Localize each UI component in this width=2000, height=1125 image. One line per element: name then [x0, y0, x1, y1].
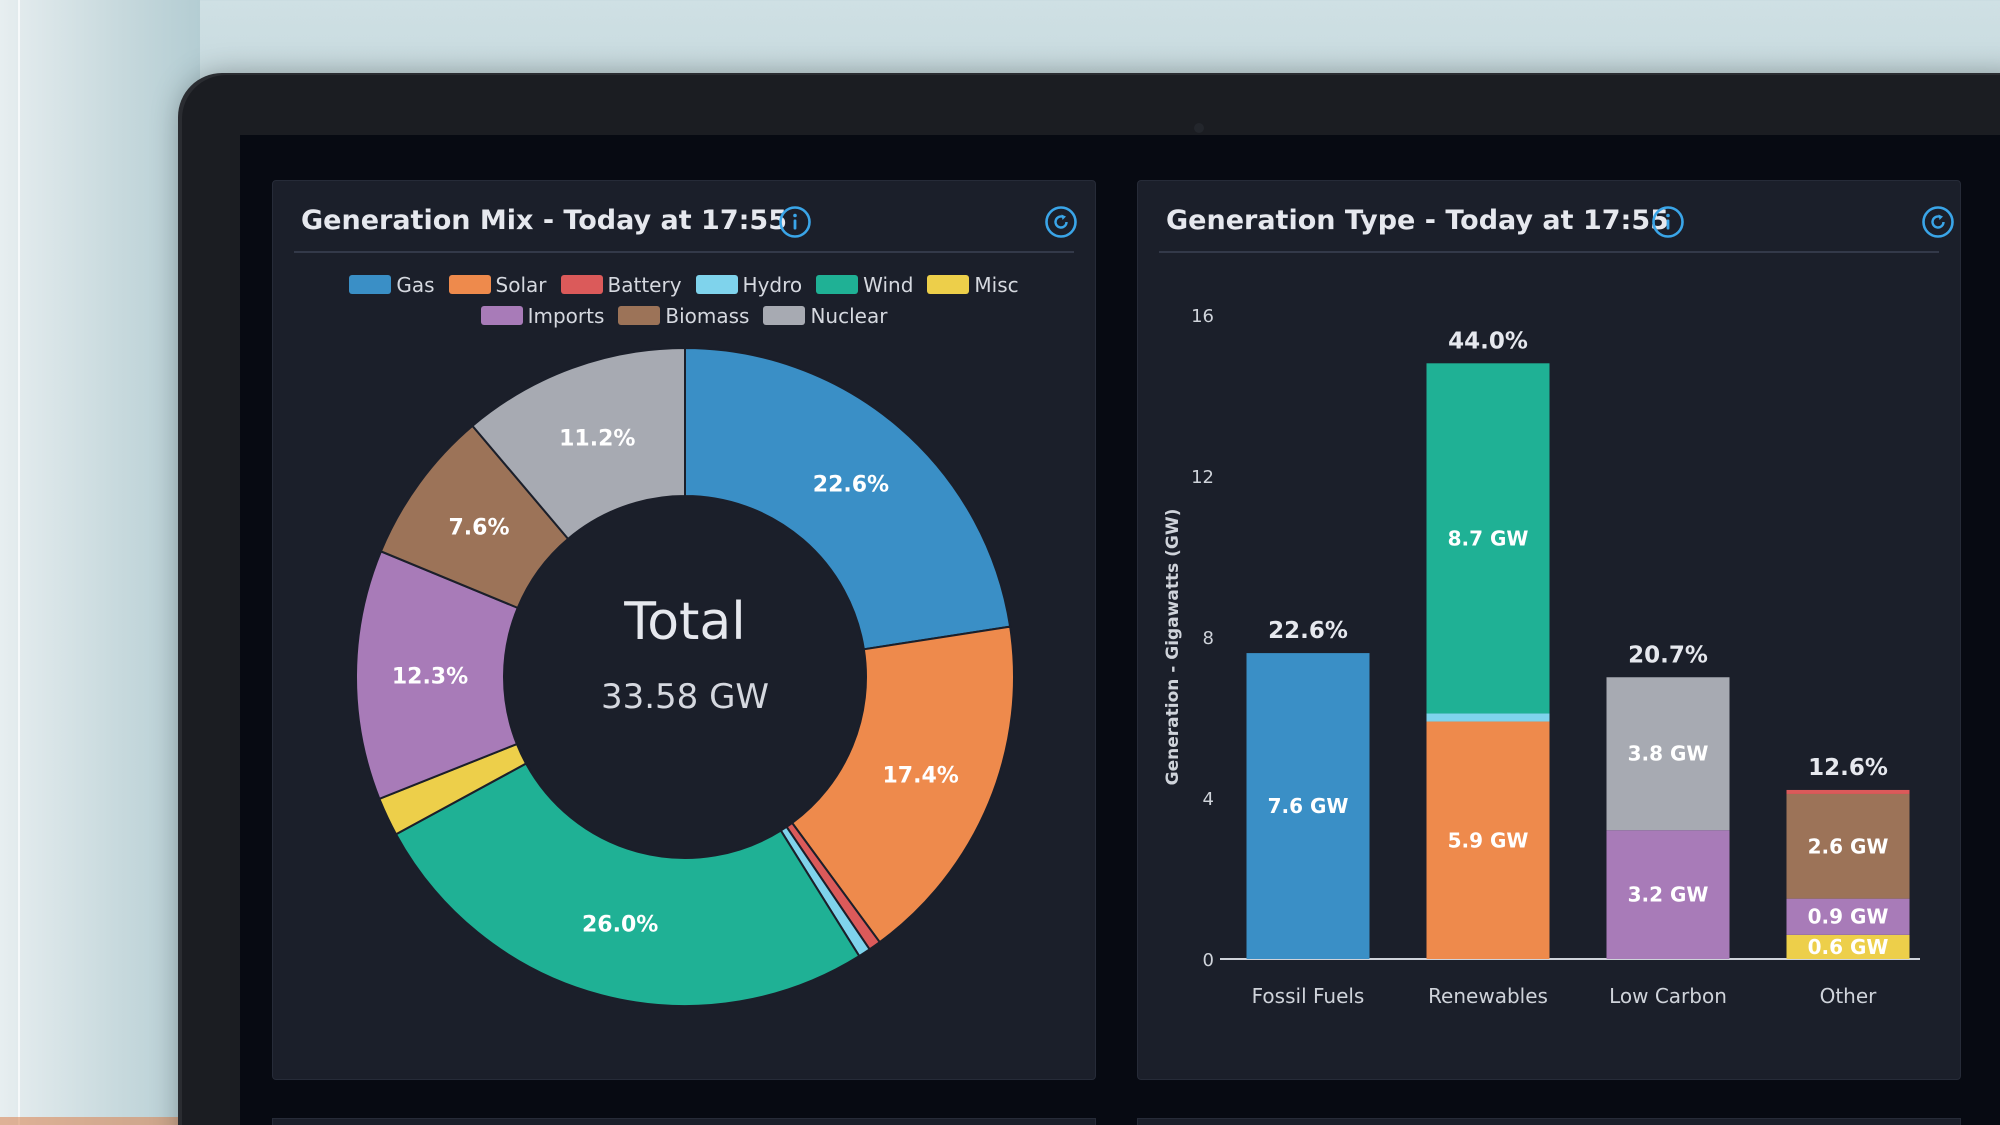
donut-center-label: Total [623, 592, 745, 652]
y-tick-label: 0 [1203, 950, 1214, 971]
x-category-label: Low Carbon [1609, 984, 1727, 1008]
bar-segment-label: 2.6 GW [1808, 834, 1889, 858]
legend-swatch [763, 306, 806, 325]
legend-label: Biomass [665, 303, 750, 328]
donut-slice-label: 26.0% [582, 913, 658, 938]
legend-item-hydro[interactable]: Hydro [695, 272, 803, 297]
legend-item-battery[interactable]: Battery [560, 272, 682, 297]
bar-segment-solar[interactable] [1426, 721, 1550, 959]
info-icon[interactable] [1651, 205, 1685, 239]
donut-slice-label: 7.6% [448, 516, 509, 541]
bar-total-label: 20.7% [1628, 642, 1708, 668]
bar-segment-label: 7.6 GW [1268, 794, 1349, 818]
legend-label: Misc [974, 272, 1019, 297]
bar-segment-label: 3.2 GW [1628, 883, 1709, 907]
legend-swatch [695, 275, 738, 294]
legend-label: Battery [607, 272, 682, 297]
legend-label: Nuclear [810, 303, 888, 328]
y-axis-label: Generation - Gigawatts (GW) [1163, 509, 1183, 786]
bar-total-label: 12.6% [1808, 755, 1888, 781]
bar-segment-biomass[interactable] [1786, 793, 1910, 899]
bar-segment-label: 3.8 GW [1628, 742, 1709, 766]
panel-header: Generation Type - Today at 17:55 [1159, 181, 1954, 253]
next-panel-edge [1137, 1118, 1961, 1125]
legend-swatch [927, 275, 970, 294]
bar-segment-hydro[interactable] [1426, 713, 1550, 722]
bar-total-label: 22.6% [1268, 618, 1348, 644]
refresh-icon[interactable] [1044, 205, 1078, 239]
bar-segment-battery[interactable] [1786, 789, 1910, 794]
bar-segment-imports[interactable] [1606, 830, 1730, 959]
donut-slice-nuclear[interactable] [471, 346, 686, 541]
legend-swatch [448, 275, 491, 294]
y-tick-label: 16 [1191, 306, 1214, 327]
background-line [18, 0, 20, 1125]
panel-title: Generation Mix - Today at 17:55 [301, 205, 787, 236]
legend-item-imports[interactable]: Imports [480, 303, 605, 328]
generation-mix-donut-chart: 22.6% 17.4% 26.0% 12.3% 7.6% 11.2% Total 33.5… [355, 346, 1015, 1007]
legend-swatch [816, 275, 859, 294]
legend-swatch [560, 275, 603, 294]
legend-item-wind[interactable]: Wind [816, 273, 913, 297]
legend-item-biomass[interactable]: Biomass [618, 304, 749, 328]
bar-segment-label: 0.6 GW [1808, 935, 1889, 959]
chart-legend: Gas Solar Battery Hydro Wind Misc Imports Bioma… [273, 269, 1095, 331]
y-tick-label: 8 [1203, 628, 1214, 649]
bar-segment-wind[interactable] [1426, 363, 1550, 714]
next-panel-edge [272, 1118, 1096, 1125]
legend-item-misc[interactable]: Misc [927, 272, 1019, 297]
bar-total-label: 44.0% [1448, 328, 1528, 354]
legend-item-solar[interactable]: Solar [448, 272, 547, 297]
generation-type-bar-chart: 0 4 8 12 16 Generation - Gigawatts (GW) 7.6 G… [1163, 306, 1920, 1008]
bar-segment-imports[interactable] [1786, 898, 1910, 935]
webcam [1194, 123, 1204, 133]
donut-slice-gas[interactable] [684, 346, 1012, 651]
y-tick-label: 12 [1191, 467, 1214, 488]
legend-label: Solar [495, 272, 547, 297]
legend-item-nuclear[interactable]: Nuclear [763, 304, 887, 328]
generation-mix-panel: Generation Mix - Today at 17:55 Gas Solar… [272, 180, 1096, 1080]
y-tick-label: 4 [1203, 789, 1214, 810]
bar-segment-gas[interactable] [1246, 653, 1370, 959]
donut-slice-label: 22.6% [813, 472, 889, 497]
donut-slice-label: 17.4% [883, 763, 959, 788]
bar-segment-nuclear[interactable] [1606, 677, 1730, 831]
info-icon[interactable] [778, 205, 812, 239]
legend-swatch [618, 306, 661, 325]
panel-header: Generation Mix - Today at 17:55 [294, 181, 1077, 253]
panel-title: Generation Type - Today at 17:55 [1166, 205, 1669, 236]
x-category-label: Fossil Fuels [1252, 984, 1365, 1008]
bar-segment-misc[interactable] [1786, 934, 1910, 959]
legend-swatch [480, 306, 523, 325]
legend-label: Wind [863, 272, 914, 297]
donut-slice-label: 12.3% [392, 664, 468, 689]
legend-label: Imports [527, 303, 605, 328]
refresh-icon[interactable] [1921, 205, 1955, 239]
bar-segment-label: 8.7 GW [1448, 526, 1529, 550]
legend-row: Gas Solar Battery Hydro Wind Misc [273, 269, 1095, 300]
bar-segment-label: 5.9 GW [1448, 828, 1529, 852]
background-accent [0, 1117, 190, 1125]
legend-swatch [349, 275, 392, 294]
legend-label: Gas [396, 272, 435, 297]
background-left [0, 0, 200, 1125]
legend-label: Hydro [742, 272, 803, 297]
donut-slice-solar[interactable] [790, 625, 1015, 944]
bar-segment-label: 0.9 GW [1808, 905, 1889, 929]
legend-item-gas[interactable]: Gas [349, 272, 435, 297]
donut-slice-wind[interactable] [394, 762, 861, 1007]
donut-center-value: 33.58 GW [601, 677, 769, 717]
x-category-label: Other [1820, 984, 1878, 1008]
x-category-label: Renewables [1428, 984, 1548, 1008]
donut-slice-label: 11.2% [559, 427, 635, 452]
legend-row: Imports Biomass Nuclear [273, 300, 1095, 331]
generation-type-panel: Generation Type - Today at 17:55 0 4 8 12 16… [1137, 180, 1961, 1080]
